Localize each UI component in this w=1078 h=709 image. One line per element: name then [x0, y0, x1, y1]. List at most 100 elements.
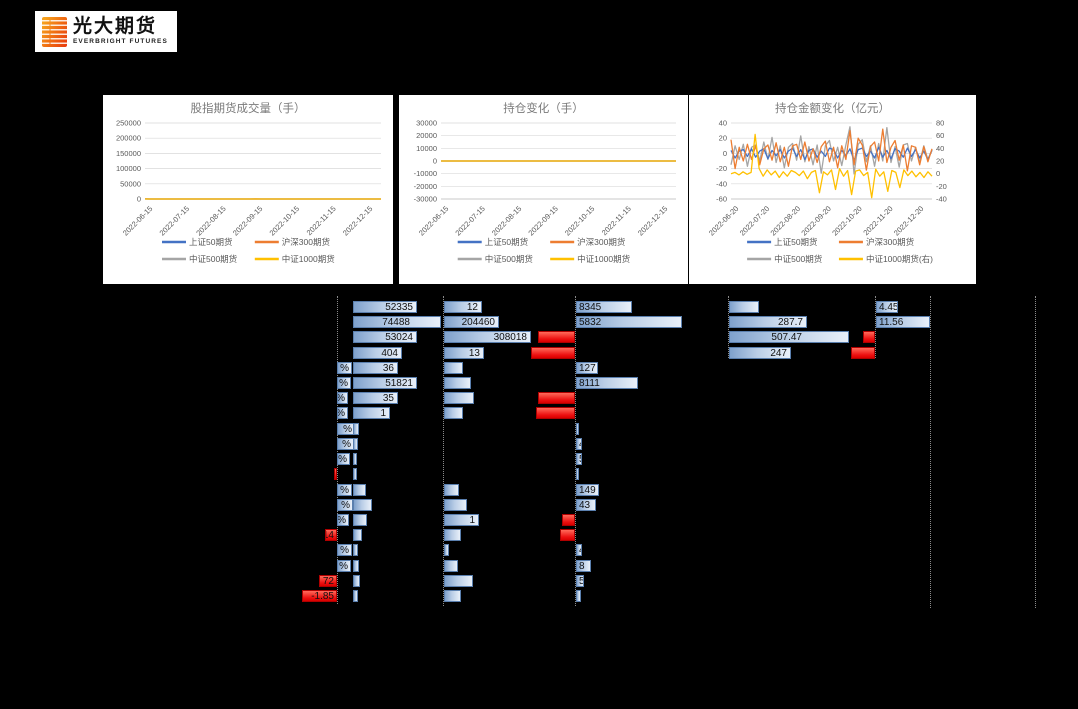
positive-databar [353, 453, 357, 465]
positive-databar [444, 392, 474, 404]
databar-value: 72 [322, 576, 334, 587]
positive-databar [444, 590, 461, 602]
databar-value: 4 [579, 545, 581, 555]
positive-databar: 36 [353, 362, 398, 374]
positive-databar: 149 [576, 484, 599, 496]
y-tick-label: 150000 [116, 149, 141, 158]
databar-value: 1 [469, 515, 475, 526]
y-tick-label: 0 [137, 195, 141, 204]
negative-databar [538, 331, 575, 343]
logo-name-en: EVERBRIGHT FUTURES [73, 38, 168, 46]
y-tick-label: 10000 [416, 144, 437, 153]
positive-databar [353, 590, 358, 602]
databar-value: 404 [381, 348, 398, 359]
series-line-上证50期货 [730, 146, 933, 161]
databar-value: % [340, 545, 349, 556]
table-axis [337, 296, 338, 604]
positive-databar: % [337, 560, 351, 572]
negative-databar [560, 529, 575, 541]
y-tick-label: -20000 [414, 182, 437, 191]
negative-databar [531, 347, 575, 359]
y-tick-label: 20000 [416, 131, 437, 140]
databar-value: % [340, 485, 349, 496]
y-tick-label-right: 60 [936, 131, 944, 140]
positive-databar: 308018 [444, 331, 531, 343]
table-axis [930, 296, 931, 608]
positive-databar: % [337, 377, 351, 389]
databar-value: 4.45 [879, 302, 898, 313]
positive-databar: 1 [353, 407, 390, 419]
y-tick-label-right: 40 [936, 144, 944, 153]
legend-label: 沪深300期货 [866, 237, 915, 247]
legend-label: 中证500期货 [485, 254, 534, 264]
databar-value: 11.56 [879, 317, 904, 328]
databar-value: % [341, 500, 350, 511]
y-tick-label: 200000 [116, 134, 141, 143]
negative-databar: 14 [325, 529, 337, 541]
databar-value: 43 [579, 500, 591, 511]
negative-databar [851, 347, 875, 359]
databar-value: 35 [382, 393, 394, 404]
y-tick-label: 40 [719, 119, 727, 128]
legend-label: 中证1000期货(右) [866, 254, 933, 264]
databar-value: 8345 [579, 302, 602, 313]
chart-panel-amount-change: 持仓金额变化（亿元） 40 20 0 -20 -40 -60 80 60 40 20 0 -20 -40 2… [689, 95, 976, 284]
positive-databar [353, 560, 359, 572]
positive-databar [444, 544, 449, 556]
positive-databar: 1 [444, 514, 479, 526]
negative-databar [334, 468, 337, 480]
positive-databar [444, 560, 458, 572]
positive-databar: % [337, 484, 352, 496]
databar-value: 149 [579, 485, 596, 496]
positive-databar: 507.47 [729, 331, 849, 343]
legend-label: 沪深300期货 [577, 237, 626, 247]
y-tick-label: 0 [433, 157, 437, 166]
positive-databar: 53024 [353, 331, 417, 343]
positive-databar [444, 377, 471, 389]
chart-title: 股指期货成交量（手） [191, 101, 306, 115]
databar-value: 308018 [493, 332, 527, 343]
databar-value: 53024 [385, 332, 413, 343]
positive-databar: 74488 [353, 316, 441, 328]
chart-title: 持仓变化（手） [503, 101, 584, 115]
negative-databar [562, 514, 575, 526]
table-axis [443, 296, 444, 606]
databar-value: 287.7 [777, 317, 803, 328]
y-tick-label: 20 [719, 134, 727, 143]
positive-databar: % [337, 407, 348, 419]
positive-databar [353, 484, 366, 496]
negative-databar [863, 331, 875, 343]
databar-value: 247 [770, 348, 787, 359]
positive-databar: 127 [576, 362, 598, 374]
databar-value: 51821 [385, 378, 413, 389]
positive-databar: 4 [576, 438, 582, 450]
y-tick-label: 100000 [116, 164, 141, 173]
databar-value: 1 [380, 408, 386, 419]
positive-databar [444, 529, 461, 541]
chart-svg: 持仓变化（手） 30000 20000 10000 0 -10000 -20000 -3000… [414, 101, 676, 264]
positive-databar [444, 362, 463, 374]
y-tick-label: 50000 [120, 179, 141, 188]
positive-databar: % [337, 499, 353, 511]
positive-databar: 35 [353, 392, 398, 404]
legend-label: 上证50期货 [774, 237, 818, 247]
databar-value: 36 [382, 363, 394, 374]
positive-databar [353, 468, 357, 480]
databar-value: % [342, 439, 351, 450]
legend-label: 中证500期货 [189, 254, 238, 264]
positive-databar [729, 301, 759, 313]
y-tick-label: -20 [716, 164, 727, 173]
databar-value: 5 [579, 454, 581, 464]
y-tick-label: 250000 [116, 119, 141, 128]
positive-databar: 247 [729, 347, 791, 359]
negative-databar [536, 407, 575, 419]
series-line-中证500期货 [730, 126, 933, 175]
y-tick-label: -10000 [414, 169, 437, 178]
positive-databar: 8111 [576, 377, 638, 389]
legend-label: 中证1000期货 [577, 254, 630, 264]
negative-databar: -1.85 [302, 590, 337, 602]
databar-value: 8 [579, 561, 585, 572]
positive-databar [576, 423, 579, 435]
